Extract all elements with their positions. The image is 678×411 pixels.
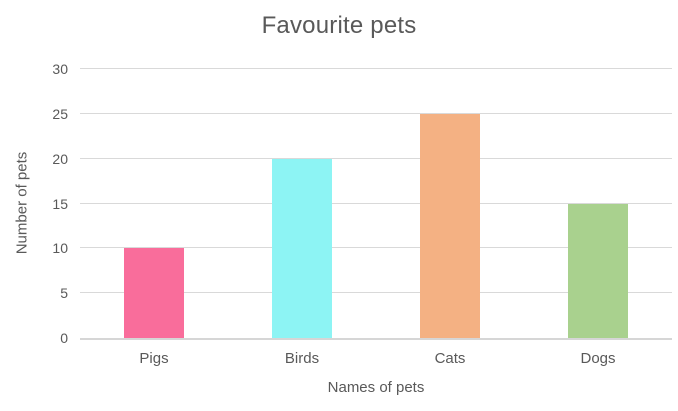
plot-area — [80, 68, 672, 340]
y-tick-label: 5 — [60, 285, 68, 302]
bar-slot-pigs — [80, 69, 228, 338]
bars-container — [80, 69, 672, 338]
gridline — [80, 157, 672, 159]
y-tick-label: 10 — [52, 240, 68, 257]
bar-pigs — [124, 248, 184, 338]
x-tick-label-dogs: Dogs — [580, 350, 616, 367]
y-tick-label: 25 — [52, 105, 68, 122]
y-tick-label: 0 — [60, 330, 68, 346]
bar-dogs — [568, 203, 628, 338]
bar-slot-cats — [376, 69, 524, 338]
y-tick-label: 30 — [52, 61, 68, 77]
gridline — [80, 112, 672, 114]
x-axis-title: Names of pets — [327, 379, 425, 396]
bar-slot-birds — [228, 69, 376, 338]
y-tick-label: 15 — [52, 195, 68, 212]
gridline — [80, 292, 672, 294]
x-tick-label-cats: Cats — [434, 350, 466, 367]
x-axis-tick-labels: Pigs Birds Cats Dogs — [80, 350, 672, 367]
x-tick-label-pigs: Pigs — [139, 350, 169, 367]
x-tick-label-birds: Birds — [284, 350, 320, 367]
chart-title: Favourite pets — [261, 12, 417, 39]
bar-cats — [420, 113, 480, 338]
gridline — [80, 247, 672, 249]
gridline — [80, 68, 672, 69]
bar-slot-dogs — [524, 69, 672, 338]
y-axis-tick-labels: 0 5 10 15 20 25 30 — [0, 61, 68, 346]
gridline — [80, 202, 672, 204]
bar-birds — [272, 158, 332, 338]
y-tick-label: 20 — [52, 150, 68, 167]
